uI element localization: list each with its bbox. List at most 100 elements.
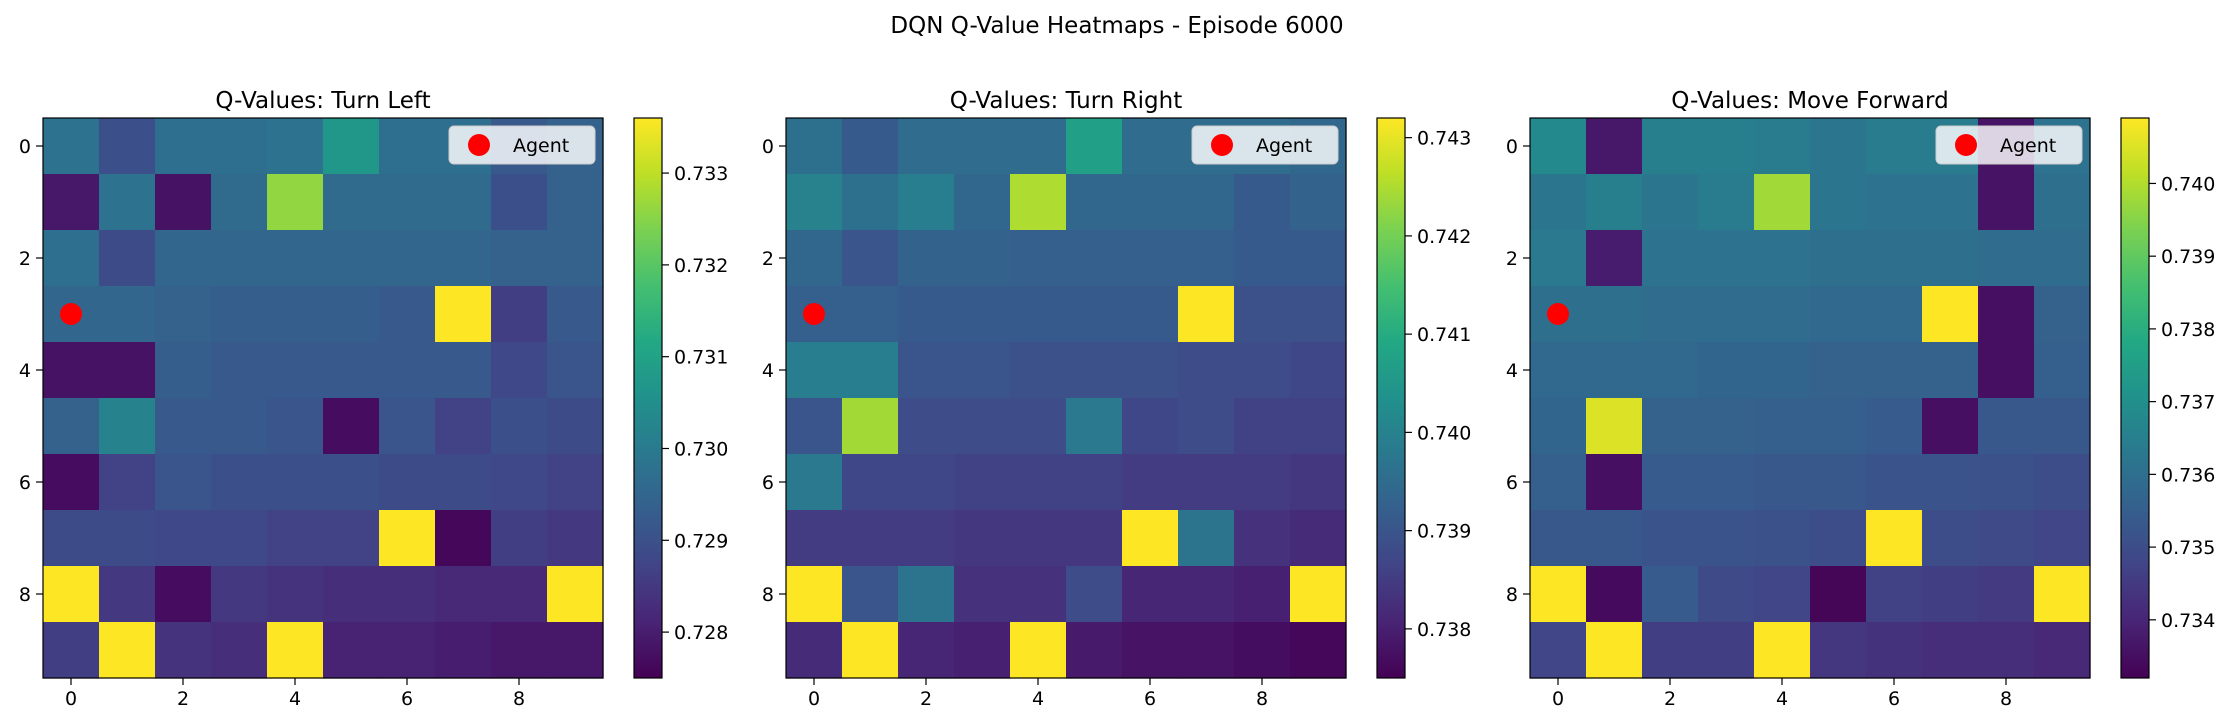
- heatmap-cell: [211, 398, 268, 455]
- heatmap-cell: [99, 510, 156, 567]
- heatmap-cell: [323, 230, 380, 287]
- heatmap-cell: [267, 342, 324, 399]
- panel-title: Q-Values: Move Forward: [1671, 88, 1948, 114]
- heatmap-cell: [2034, 398, 2091, 455]
- colorbar-tick-label: 0.728: [674, 622, 728, 644]
- heatmap-cell: [43, 230, 100, 287]
- heatmap-cell: [1586, 622, 1643, 679]
- heatmap-cell: [435, 622, 492, 679]
- heatmap-panel-3: Q-Values: Move Forward 0 2 4 6 8 0 2 4 6 8 Agent 0.7…: [1506, 88, 2216, 710]
- heatmap-cell: [323, 174, 380, 231]
- heatmap-cell: [211, 118, 268, 175]
- heatmap-cell: [1178, 398, 1235, 455]
- heatmap-cell: [1290, 510, 1347, 567]
- heatmap-cell: [954, 454, 1011, 511]
- heatmap-cell: [1178, 342, 1235, 399]
- heatmap-cell: [1978, 286, 2035, 343]
- heatmap-cell: [1698, 398, 1755, 455]
- heatmap-cell: [898, 174, 955, 231]
- legend-agent-marker: [1955, 134, 1977, 156]
- heatmap-cell: [1642, 230, 1699, 287]
- heatmap-cell: [1866, 174, 1923, 231]
- figure-suptitle: DQN Q-Value Heatmaps - Episode 6000: [890, 13, 1343, 39]
- heatmap-cell: [435, 230, 492, 287]
- heatmap-cell: [1642, 286, 1699, 343]
- y-tick-label: 4: [1506, 360, 1518, 382]
- heatmap-cell: [1178, 454, 1235, 511]
- heatmap-cell: [99, 342, 156, 399]
- legend-box: [1191, 125, 1339, 165]
- axes-frame: [785, 117, 1347, 679]
- heatmap-cell: [1810, 398, 1867, 455]
- heatmap-cell: [211, 454, 268, 511]
- heatmap-cell: [211, 174, 268, 231]
- heatmap-cell: [491, 398, 548, 455]
- heatmap-cell: [211, 286, 268, 343]
- colorbar-tick-label: 0.742: [1417, 226, 1471, 248]
- heatmap-cell: [1530, 342, 1587, 399]
- y-tick-label: 8: [19, 584, 31, 606]
- x-tick-label: 6: [1144, 688, 1156, 710]
- heatmap-cell: [379, 398, 436, 455]
- heatmap-cell: [1698, 622, 1755, 679]
- heatmap-cell: [1010, 510, 1067, 567]
- heatmap-cell: [786, 566, 843, 623]
- heatmap-cell: [155, 566, 212, 623]
- heatmap-cell: [898, 622, 955, 679]
- legend-agent-marker: [1211, 134, 1233, 156]
- x-tick-label: 8: [513, 688, 525, 710]
- heatmap-cell: [786, 510, 843, 567]
- colorbar-tick-label: 0.731: [674, 347, 728, 369]
- heatmap-cell: [1754, 566, 1811, 623]
- legend-box: [448, 125, 596, 165]
- heatmap-cell: [1810, 622, 1867, 679]
- heatmap-cell: [1234, 230, 1291, 287]
- axes-frame: [1529, 117, 2091, 679]
- colorbar-tick-label: 0.733: [674, 163, 728, 185]
- colorbar-gradient: [1377, 118, 1405, 678]
- heatmap-cell: [1530, 622, 1587, 679]
- heatmap-cell: [1010, 454, 1067, 511]
- heatmap-cell: [1642, 174, 1699, 231]
- heatmap-cell: [547, 174, 604, 231]
- y-tick-label: 6: [1506, 472, 1518, 494]
- colorbar-tick-label: 0.740: [2161, 173, 2215, 195]
- heatmap-cell: [43, 566, 100, 623]
- heatmap-cell: [211, 342, 268, 399]
- x-tick-label: 8: [1256, 688, 1268, 710]
- heatmap-cell: [379, 342, 436, 399]
- x-tick-label: 2: [1664, 688, 1676, 710]
- heatmap-cell: [1234, 398, 1291, 455]
- legend-agent-marker: [468, 134, 490, 156]
- heatmap-cell: [1754, 230, 1811, 287]
- heatmap-cell: [379, 118, 436, 175]
- heatmap-cell: [898, 286, 955, 343]
- heatmap-cell: [1866, 398, 1923, 455]
- heatmap-cell: [1810, 118, 1867, 175]
- heatmap-cell: [1586, 230, 1643, 287]
- heatmap-cell: [2034, 510, 2091, 567]
- y-tick-label: 6: [762, 472, 774, 494]
- heatmap-cell: [1530, 118, 1587, 175]
- heatmap-cell: [1122, 118, 1179, 175]
- colorbar-tick-label: 0.738: [2161, 319, 2215, 341]
- heatmap-cell: [1122, 230, 1179, 287]
- heatmap-cell: [1866, 118, 1923, 175]
- heatmap-cell: [1642, 398, 1699, 455]
- heatmap-cell: [99, 174, 156, 231]
- colorbar-tick-label: 0.738: [1417, 619, 1471, 641]
- heatmap-cell: [1978, 566, 2035, 623]
- colorbar-gradient: [634, 118, 662, 678]
- heatmap-cell: [1698, 454, 1755, 511]
- heatmap-cell: [1922, 510, 1979, 567]
- heatmap-cell: [1642, 622, 1699, 679]
- heatmap-cell: [1290, 342, 1347, 399]
- heatmap-cell: [2034, 454, 2091, 511]
- agent-marker: [803, 303, 825, 325]
- heatmap-panel-2: Q-Values: Turn Right 0 2 4 6 8 0 2 4 6 8 Agent 0.738…: [762, 88, 1472, 710]
- heatmap-cell: [1922, 286, 1979, 343]
- legend-label: Agent: [1256, 135, 1312, 157]
- heatmap-cell: [99, 286, 156, 343]
- colorbar-tick-label: 0.737: [2161, 392, 2215, 414]
- heatmap-cell: [323, 622, 380, 679]
